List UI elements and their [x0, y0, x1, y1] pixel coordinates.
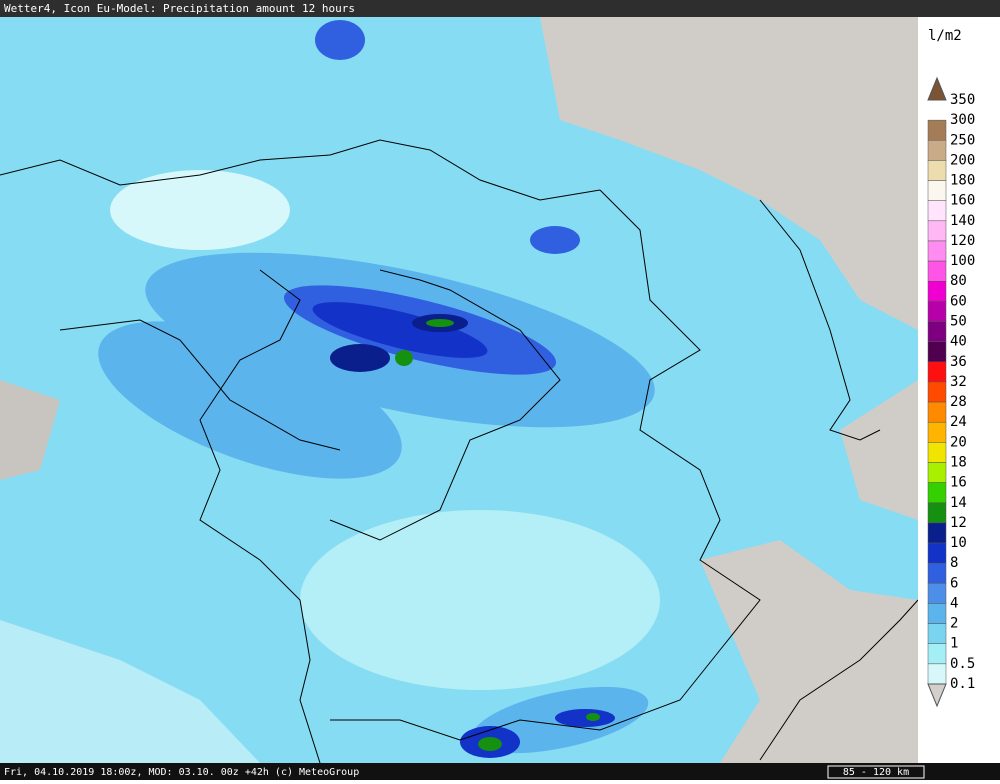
legend-label: 100	[950, 253, 975, 269]
legend-label: 300	[950, 112, 975, 128]
borders	[0, 139, 919, 764]
legend: 3503002502001801601401201008060504036322…	[927, 76, 975, 708]
legend-swatch	[927, 442, 947, 463]
rain-area	[330, 344, 390, 372]
legend-swatch	[927, 583, 947, 604]
legend-swatch	[927, 542, 947, 564]
coastline	[0, 139, 601, 201]
legend-swatch	[927, 623, 947, 644]
legend-unit: l/m2	[928, 28, 962, 44]
legend-swatch	[927, 502, 947, 524]
legend-label: 24	[950, 414, 967, 430]
legend-label: 28	[950, 394, 967, 410]
border	[759, 599, 919, 761]
scale-label: 85 - 120 km	[843, 767, 909, 778]
legend-label: 18	[950, 454, 967, 470]
legend-label: 80	[950, 273, 967, 289]
rain-area	[312, 302, 488, 358]
legend-swatch	[927, 482, 947, 504]
legend-label: 16	[950, 475, 967, 491]
legend-label: 14	[950, 495, 967, 511]
border	[199, 269, 321, 764]
legend-swatch	[927, 200, 947, 222]
legend-swatch	[927, 462, 947, 483]
legend-label: 4	[950, 595, 958, 611]
legend-swatch	[927, 663, 947, 685]
rain-area	[586, 713, 600, 721]
legend-swatch	[927, 562, 947, 584]
legend-label: 1	[950, 636, 958, 652]
state-border	[59, 319, 341, 451]
legend-label: 0.5	[950, 656, 975, 672]
state-border	[329, 269, 561, 541]
dry-area	[840, 380, 918, 520]
legend-swatch	[927, 361, 947, 383]
legend-label: 2	[950, 616, 958, 632]
legend-swatch	[927, 421, 947, 443]
legend-label: 120	[950, 233, 975, 249]
light-area	[110, 170, 290, 250]
legend-swatch	[927, 401, 947, 423]
rain-area	[315, 20, 365, 60]
legend-swatch	[927, 240, 947, 262]
legend-swatch	[927, 220, 947, 242]
legend-swatch	[927, 381, 947, 403]
rain-area	[395, 350, 413, 366]
legend-label: 10	[950, 535, 967, 551]
legend-swatch	[927, 603, 947, 624]
legend-label: 32	[950, 374, 967, 390]
light-area	[300, 510, 660, 690]
dry-area	[0, 380, 60, 480]
border	[330, 189, 761, 741]
legend-label: 20	[950, 434, 967, 450]
rain-area	[478, 737, 502, 751]
legend-swatch	[927, 321, 947, 342]
legend-swatch	[927, 160, 947, 181]
light-area	[0, 620, 260, 763]
dry-area	[540, 17, 918, 330]
legend-swatch	[927, 260, 947, 282]
legend-label: 50	[950, 314, 967, 330]
legend-label: 180	[950, 173, 975, 189]
legend-label: 200	[950, 152, 975, 168]
scale-bar	[827, 765, 925, 779]
footer-text: Fri, 04.10.2019 18:00z, MOD: 03.10. 00z …	[4, 767, 359, 778]
legend-label: 8	[950, 555, 958, 571]
legend-label: 6	[950, 575, 958, 591]
legend-label: 12	[950, 515, 967, 531]
legend-label: 160	[950, 193, 975, 209]
legend-swatch	[927, 643, 947, 665]
legend-swatch	[927, 280, 947, 302]
legend-label: 250	[950, 132, 975, 148]
footer-bar	[0, 763, 1000, 780]
legend-arrow-bottom	[927, 683, 947, 708]
legend-swatch	[927, 341, 947, 363]
rain-area	[530, 226, 580, 254]
legend-swatch	[927, 180, 947, 201]
legend-label: 36	[950, 354, 967, 370]
legend-label: 60	[950, 293, 967, 309]
legend-swatch	[927, 140, 947, 161]
legend-label: 350	[950, 92, 975, 108]
rain-area	[98, 321, 402, 479]
legend-swatch	[927, 119, 947, 141]
legend-swatch	[927, 522, 947, 544]
legend-swatch	[927, 301, 947, 322]
legend-label: 140	[950, 213, 975, 229]
legend-label: 40	[950, 334, 967, 350]
rain-area	[555, 709, 615, 727]
legend-label: 0.1	[950, 676, 975, 692]
map	[0, 17, 919, 764]
border	[759, 199, 881, 441]
title: Wetter4, Icon Eu-Model: Precipitation am…	[4, 2, 355, 15]
legend-arrow-top	[927, 76, 947, 101]
rain-area	[426, 319, 454, 327]
title-bar	[0, 0, 1000, 17]
